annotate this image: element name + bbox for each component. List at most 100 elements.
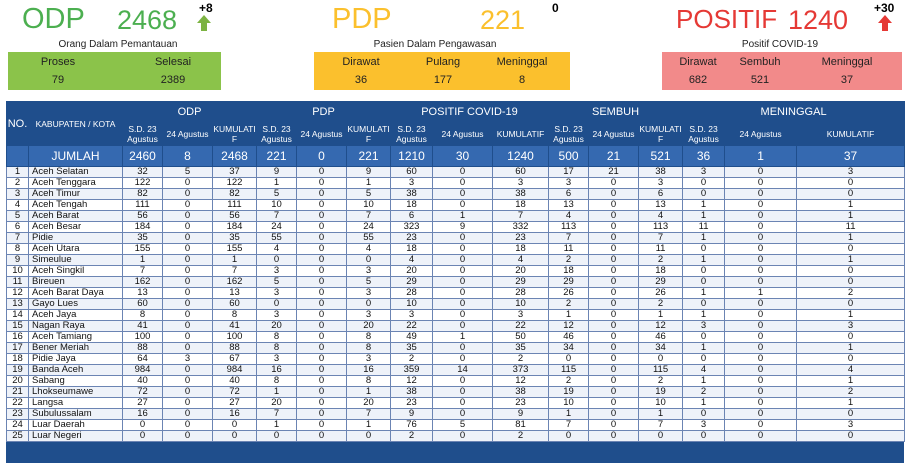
table-cell: 7 xyxy=(638,232,684,244)
table-cell: 1 xyxy=(548,309,590,321)
row-number: 6 xyxy=(6,221,29,233)
table-row: 7 Pidie 35 0 35 55 0 55 23 0 23 7 0 7 1 0 1 xyxy=(6,232,906,244)
table-cell: 12 xyxy=(491,375,550,387)
table-cell: 0 xyxy=(296,320,347,332)
region-name: Nagan Raya xyxy=(28,320,123,332)
table-cell: 0 xyxy=(296,210,347,222)
odp-label: ODP xyxy=(22,3,85,35)
table-cell: 49 xyxy=(390,331,433,343)
table-cell: 0 xyxy=(162,408,213,420)
odp-proses-value: 79 xyxy=(51,74,65,86)
table-cell: 0 xyxy=(588,375,640,387)
total-cell: 37 xyxy=(796,145,906,167)
table-cell: 0 xyxy=(162,265,213,277)
table-cell: 10 xyxy=(491,298,550,310)
table-cell: 38 xyxy=(491,188,550,200)
table-cell: 23 xyxy=(390,232,433,244)
table-row: 5 Aceh Barat 56 0 56 7 0 7 6 1 7 4 0 4 1 0 1 xyxy=(6,210,906,222)
table-cell: 0 xyxy=(162,364,213,376)
table-cell: 5 xyxy=(346,276,391,288)
table-cell: 0 xyxy=(296,221,347,233)
table-cell: 72 xyxy=(122,386,163,398)
table-cell: 35 xyxy=(390,342,433,354)
table-cell: 0 xyxy=(122,419,163,431)
table-cell: 7 xyxy=(491,210,550,222)
table-cell: 20 xyxy=(256,397,297,409)
table-cell: 5 xyxy=(162,166,213,178)
row-number: 9 xyxy=(6,254,29,266)
table-cell: 184 xyxy=(212,221,257,233)
table-cell: 13 xyxy=(638,199,684,211)
table-cell: 0 xyxy=(724,342,798,354)
pdp-pulang-value: 177 xyxy=(433,74,453,86)
region-name: Luar Negeri xyxy=(28,430,123,442)
region-name: Sabang xyxy=(28,375,123,387)
table-cell: 0 xyxy=(162,188,213,200)
table-cell: 2 xyxy=(390,353,433,365)
table-cell: 11 xyxy=(682,221,726,233)
table-cell: 0 xyxy=(724,254,798,266)
odp-caption: Orang Dalam Pemantauan xyxy=(58,39,178,50)
table-cell: 8 xyxy=(212,309,257,321)
table-cell: 3 xyxy=(256,309,297,321)
total-cell: 0 xyxy=(296,145,347,167)
table-cell: 0 xyxy=(432,309,493,321)
total-cell: 221 xyxy=(346,145,391,167)
table-cell: 3 xyxy=(346,265,391,277)
table-cell: 0 xyxy=(796,408,906,420)
total-no-cell xyxy=(6,145,29,167)
table-cell: 7 xyxy=(212,265,257,277)
region-name: Luar Daerah xyxy=(28,419,123,431)
summary-header: ODP 2468 +8 Orang Dalam Pemantauan Prose… xyxy=(0,0,910,96)
table-cell: 184 xyxy=(122,221,163,233)
table-cell: 1 xyxy=(682,375,726,387)
table-cell: 4 xyxy=(638,210,684,222)
odp-total: 2468 xyxy=(117,5,178,35)
no-header: NO. xyxy=(6,101,29,146)
table-cell: 0 xyxy=(724,221,798,233)
row-number: 14 xyxy=(6,309,29,321)
table-cell: 3 xyxy=(491,177,550,189)
total-cell: 1240 xyxy=(491,145,550,167)
table-cell: 3 xyxy=(796,166,906,178)
table-cell: 0 xyxy=(296,364,347,376)
group-header-sembuh: SEMBUH xyxy=(548,101,684,122)
table-cell: 0 xyxy=(724,265,798,277)
table-cell: 0 xyxy=(296,397,347,409)
table-cell: 16 xyxy=(212,408,257,420)
table-cell: 1 xyxy=(682,342,726,354)
table-cell: 0 xyxy=(588,309,640,321)
table-cell: 27 xyxy=(212,397,257,409)
row-number: 16 xyxy=(6,331,29,343)
group-header-pdp: PDP xyxy=(256,101,391,122)
table-cell: 155 xyxy=(122,243,163,255)
region-name: Aceh Selatan xyxy=(28,166,123,178)
table-cell: 111 xyxy=(122,199,163,211)
sembuh-sd-header: S.D. 23 Agustus xyxy=(548,121,590,146)
table-cell: 0 xyxy=(432,397,493,409)
table-cell: 6 xyxy=(638,188,684,200)
table-cell: 0 xyxy=(432,243,493,255)
table-cell: 3 xyxy=(491,309,550,321)
table-cell: 0 xyxy=(212,430,257,442)
region-name: Aceh Tengah xyxy=(28,199,123,211)
pdp-pulang-label: Pulang xyxy=(425,56,461,68)
odp-kum-header: KUMULATI F xyxy=(212,121,257,146)
table-cell: 0 xyxy=(682,298,726,310)
positif-summary: POSITIF 1240 +30 Positif COVID-19 Dirawa… xyxy=(650,0,910,96)
table-cell: 0 xyxy=(432,430,493,442)
total-cell: 1210 xyxy=(390,145,433,167)
positif-sembuh-value: 521 xyxy=(750,74,770,86)
table-cell: 6 xyxy=(390,210,433,222)
table-cell: 0 xyxy=(588,188,640,200)
region-name: Aceh Tenggara xyxy=(28,177,123,189)
table-cell: 3 xyxy=(346,353,391,365)
table-cell: 20 xyxy=(491,265,550,277)
region-name: Pidie xyxy=(28,232,123,244)
row-number: 13 xyxy=(6,298,29,310)
pdp-label: PDP xyxy=(332,3,392,35)
positif-dirawat-label: Dirawat xyxy=(679,56,717,68)
table-cell: 2 xyxy=(638,375,684,387)
table-cell: 46 xyxy=(548,331,590,343)
table-cell: 0 xyxy=(162,430,213,442)
